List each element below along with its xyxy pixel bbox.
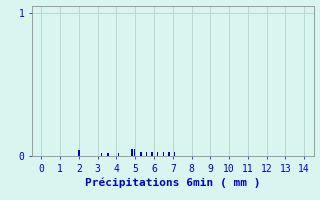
Bar bbox=[146, 152, 147, 156]
Bar bbox=[140, 152, 141, 156]
Bar bbox=[174, 152, 175, 156]
Bar bbox=[78, 150, 80, 156]
Bar bbox=[168, 152, 170, 156]
Bar bbox=[108, 153, 109, 156]
Bar bbox=[131, 149, 132, 156]
Bar bbox=[118, 153, 119, 156]
Bar bbox=[163, 152, 164, 156]
Bar bbox=[151, 152, 153, 156]
X-axis label: Précipitations 6min ( mm ): Précipitations 6min ( mm ) bbox=[85, 178, 260, 188]
Bar bbox=[101, 153, 102, 156]
Bar bbox=[157, 152, 158, 156]
Bar bbox=[134, 149, 135, 156]
